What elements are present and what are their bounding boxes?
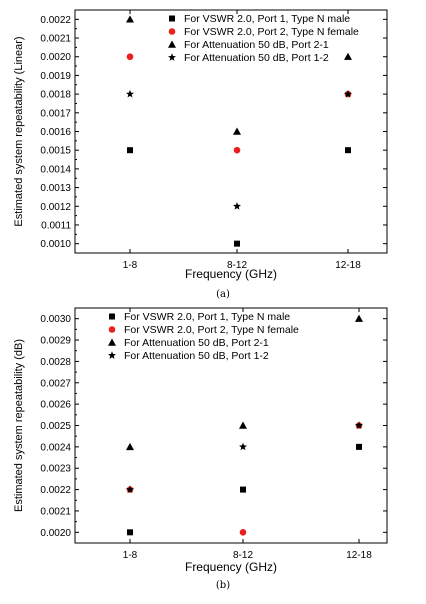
x-tick-label: 12-18	[346, 550, 372, 561]
data-point-triangle	[239, 421, 247, 429]
data-point-star	[344, 89, 352, 98]
y-tick-label: 0.0020	[40, 528, 71, 539]
x-axis-label: Frequency (GHz)	[185, 267, 277, 281]
legend-label: For VSWR 2.0, Port 1, Type N male	[184, 13, 350, 25]
y-tick-label: 0.0024	[40, 442, 71, 453]
y-axis-label: Estimated system repeatability (Linear)	[13, 36, 25, 226]
legend-marker-square	[109, 313, 115, 320]
y-tick-label: 0.0012	[40, 202, 71, 213]
x-axis-label: Frequency (GHz)	[185, 560, 277, 574]
legend-marker-square	[169, 15, 175, 22]
y-tick-label: 0.0016	[40, 127, 71, 138]
legend-marker-triangle	[168, 40, 176, 48]
data-point-square	[127, 147, 133, 154]
x-tick-label: 1-8	[123, 260, 138, 271]
legend-marker-star	[108, 351, 116, 359]
legend-marker-circle	[168, 28, 176, 35]
data-point-square	[234, 240, 240, 247]
data-point-square	[345, 147, 351, 154]
y-tick-label: 0.0021	[40, 34, 71, 45]
legend-label: For VSWR 2.0, Port 1, Type N male	[124, 311, 290, 323]
data-point-circle	[126, 53, 134, 61]
y-tick-label: 0.0022	[40, 15, 71, 26]
y-tick-label: 0.0028	[40, 357, 71, 368]
y-tick-label: 0.0029	[40, 336, 71, 347]
legend-label: For VSWR 2.0, Port 2, Type N female	[184, 26, 359, 38]
data-point-star	[239, 442, 247, 451]
y-tick-label: 0.0018	[40, 90, 71, 101]
data-point-square	[240, 486, 246, 493]
data-point-circle	[239, 529, 247, 536]
figure-caption: (a)	[216, 289, 230, 300]
y-tick-label: 0.0025	[40, 421, 71, 432]
data-point-star	[233, 202, 241, 210]
x-tick-label: 1-8	[123, 550, 138, 561]
legend-label: For Attenuation 50 dB, Port 1-2	[184, 52, 329, 64]
y-tick-label: 0.0011	[41, 220, 71, 231]
data-point-square	[356, 443, 362, 450]
y-tick-label: 0.0017	[40, 108, 71, 119]
legend-label: For Attenuation 50 dB, Port 1-2	[124, 350, 269, 362]
x-tick-label: 8-12	[227, 260, 247, 271]
y-tick-label: 0.0021	[40, 506, 71, 517]
y-tick-label: 0.0027	[40, 378, 71, 389]
y-tick-label: 0.0026	[40, 400, 71, 411]
y-tick-label: 0.0030	[40, 314, 71, 325]
legend-label: For Attenuation 50 dB, Port 2-1	[124, 337, 269, 349]
legend-marker-star	[168, 53, 176, 61]
legend-label: For VSWR 2.0, Port 2, Type N female	[124, 324, 299, 336]
legend-label: For Attenuation 50 dB, Port 2-1	[184, 39, 329, 51]
y-tick-label: 0.0020	[40, 52, 71, 63]
chart-a: 0.0010 0.0011 0.0012 0.0013 0.0014 0.0015 0.00…	[13, 9, 388, 300]
data-point-square	[127, 529, 133, 536]
y-tick-label: 0.0019	[40, 71, 71, 82]
data-point-star	[126, 89, 134, 98]
y-axis-label: Estimated system repeatability (dB)	[13, 339, 25, 512]
y-tick-label: 0.0013	[40, 183, 71, 194]
y-tick-label: 0.0022	[40, 485, 71, 496]
x-tick-label: 12-18	[335, 260, 361, 271]
data-point-star	[126, 485, 134, 493]
data-point-triangle	[126, 15, 134, 23]
data-point-triangle	[355, 314, 363, 322]
x-tick-label: 8-12	[233, 550, 253, 561]
legend-marker-circle	[108, 326, 116, 333]
data-point-circle	[233, 146, 241, 154]
data-point-triangle	[126, 442, 134, 451]
data-point-triangle	[344, 52, 352, 60]
y-tick-label: 0.0010	[40, 239, 71, 250]
legend-marker-triangle	[108, 338, 116, 346]
data-point-star	[355, 421, 363, 429]
figure-caption: (b)	[216, 580, 230, 591]
y-tick-label: 0.0023	[40, 464, 71, 475]
data-point-triangle	[233, 127, 241, 135]
y-tick-label: 0.0014	[40, 164, 71, 175]
y-tick-label: 0.0015	[40, 146, 71, 157]
chart-b: 0.0020 0.0021 0.0022 0.0023 0.0024 0.0025 0.00…	[13, 307, 388, 591]
